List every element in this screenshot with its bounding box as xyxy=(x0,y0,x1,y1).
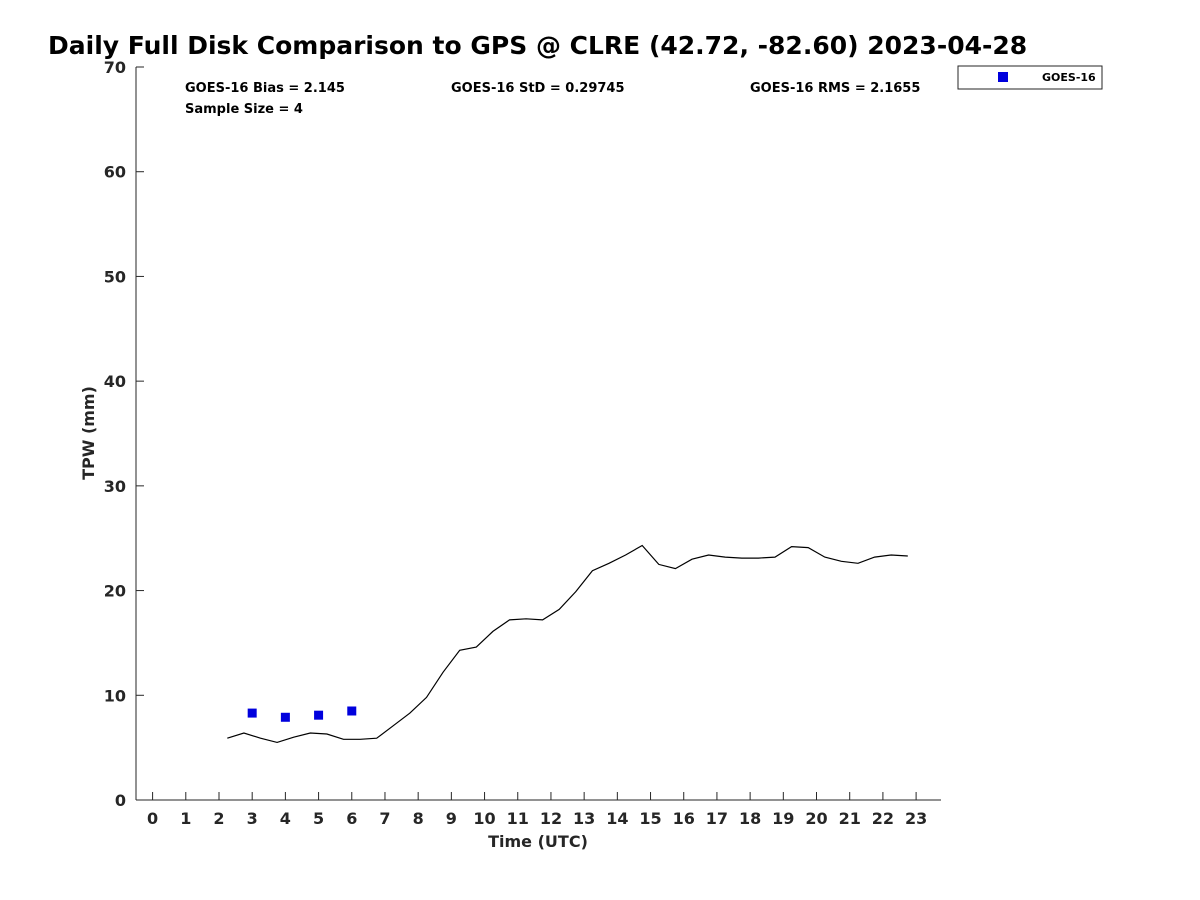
x-tick-label: 17 xyxy=(706,809,728,828)
x-tick-label: 8 xyxy=(413,809,424,828)
plot-area xyxy=(227,544,908,744)
goes16-point xyxy=(247,708,257,718)
x-tick-label: 1 xyxy=(180,809,191,828)
y-axis-label: TPW (mm) xyxy=(79,386,98,480)
y-tick-label: 60 xyxy=(104,163,126,182)
sample-size-stat: Sample Size = 4 xyxy=(185,102,303,117)
x-tick-label: 15 xyxy=(639,809,661,828)
bias-stat: GOES-16 Bias = 2.145 xyxy=(185,81,345,96)
x-tick-label: 5 xyxy=(313,809,324,828)
x-tick-label: 20 xyxy=(805,809,827,828)
y-tick-label: 20 xyxy=(104,582,126,601)
gps-tpw-line xyxy=(227,544,908,744)
goes16-point xyxy=(280,712,290,722)
legend-box xyxy=(957,65,1103,90)
y-ticks: 0 10 20 30 40 50 60 70 xyxy=(104,58,144,810)
x-tick-label: 9 xyxy=(446,809,457,828)
x-tick-label: 4 xyxy=(280,809,291,828)
rms-stat: GOES-16 RMS = 2.1655 xyxy=(750,81,920,96)
x-tick-label: 6 xyxy=(346,809,357,828)
x-tick-label: 22 xyxy=(872,809,894,828)
legend-marker-goes16 xyxy=(998,72,1008,82)
std-stat: GOES-16 StD = 0.29745 xyxy=(451,81,625,96)
x-tick-label: 3 xyxy=(247,809,258,828)
goes16-point xyxy=(314,710,324,720)
x-tick-label: 10 xyxy=(473,809,495,828)
y-tick-label: 10 xyxy=(104,686,126,705)
x-ticks: 0 1 2 3 4 5 6 7 8 9 10 11 12 13 14 15 16 17 18 19 20 21 22 23 xyxy=(147,792,927,828)
legend-label-goes16: GOES-16 xyxy=(1042,71,1096,84)
legend: GOES-16 xyxy=(957,65,1103,90)
y-tick-label: 0 xyxy=(115,791,126,810)
y-tick-label: 30 xyxy=(104,477,126,496)
x-tick-label: 21 xyxy=(839,809,861,828)
x-tick-label: 2 xyxy=(213,809,224,828)
chart-title: Daily Full Disk Comparison to GPS @ CLRE… xyxy=(48,31,1027,60)
x-tick-label: 19 xyxy=(772,809,794,828)
x-axis-label: Time (UTC) xyxy=(488,832,588,851)
y-tick-label: 40 xyxy=(104,372,126,391)
x-tick-label: 12 xyxy=(540,809,562,828)
x-tick-label: 14 xyxy=(606,809,628,828)
x-tick-label: 11 xyxy=(507,809,529,828)
x-tick-label: 7 xyxy=(379,809,390,828)
x-tick-label: 16 xyxy=(673,809,695,828)
x-tick-label: 18 xyxy=(739,809,761,828)
x-tick-label: 23 xyxy=(905,809,927,828)
x-tick-label: 13 xyxy=(573,809,595,828)
y-tick-label: 70 xyxy=(104,58,126,77)
goes16-point xyxy=(347,706,357,716)
x-tick-label: 0 xyxy=(147,809,158,828)
y-tick-label: 50 xyxy=(104,267,126,286)
